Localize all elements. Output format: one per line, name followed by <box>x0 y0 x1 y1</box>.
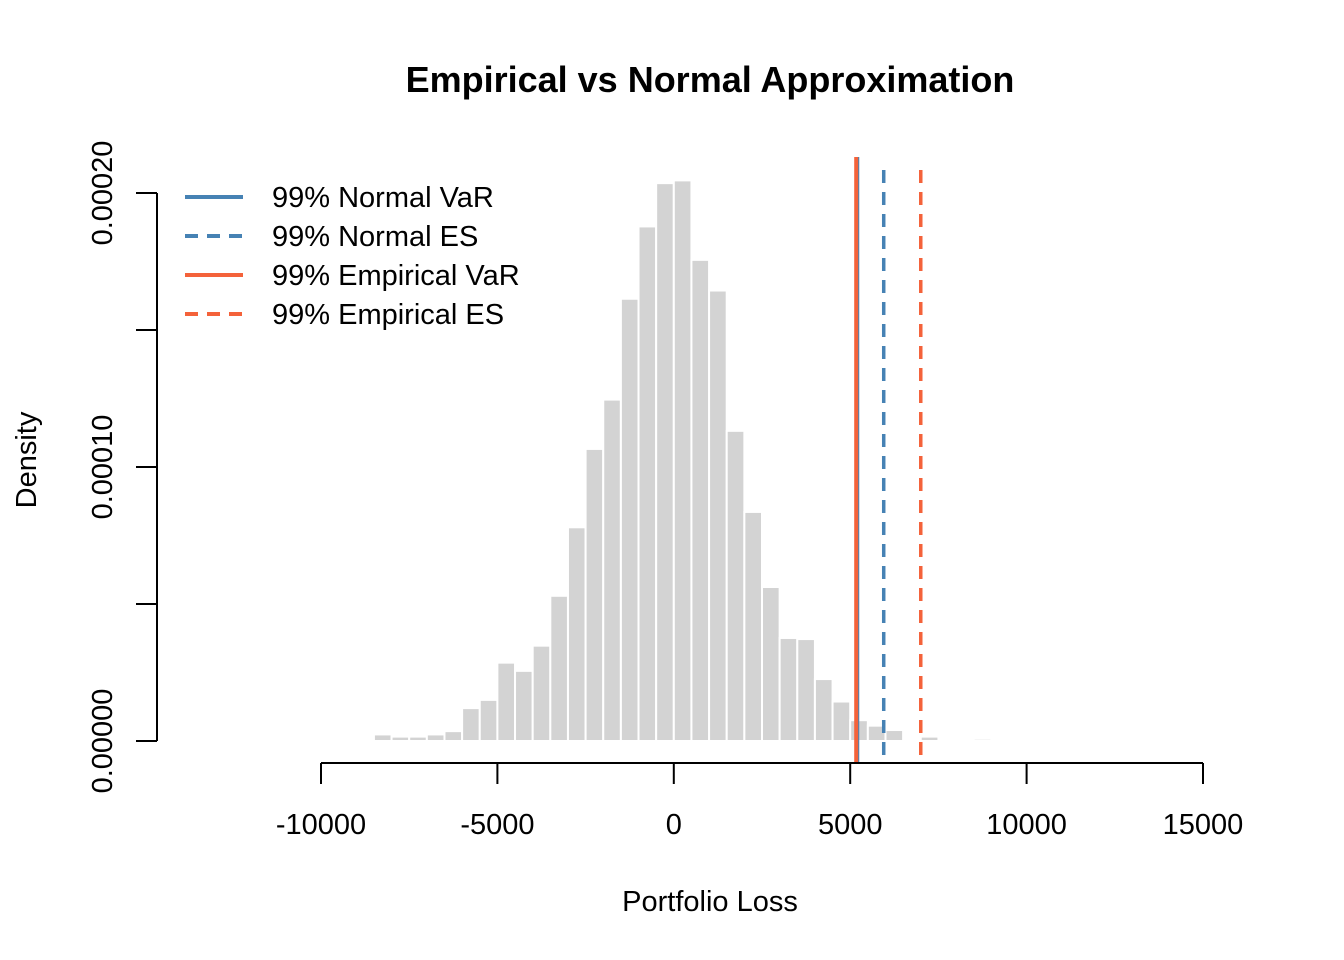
histogram-bar <box>339 739 357 741</box>
histogram-bar <box>709 291 727 741</box>
histogram-bar <box>444 731 462 741</box>
x-axis: -10000 -5000 0 5000 10000 15000 <box>276 763 1243 841</box>
chart-title: Empirical vs Normal Approximation <box>406 59 1015 100</box>
histogram-bar <box>550 596 568 741</box>
histogram-bar <box>762 587 780 741</box>
x-tick-label: 0 <box>666 809 682 841</box>
histogram-bar <box>603 400 621 741</box>
histogram-bar <box>727 431 745 741</box>
histogram-bar <box>815 679 833 741</box>
x-tick-label: 10000 <box>986 809 1067 841</box>
y-tick-label: 0.00020 <box>87 141 119 246</box>
histogram-bar <box>885 730 903 741</box>
legend: 99% Normal VaR 99% Normal ES 99% Empirical… <box>185 182 520 331</box>
x-tick-label: -10000 <box>276 809 366 841</box>
histogram-bar <box>621 299 639 741</box>
histogram-bar <box>533 646 551 741</box>
histogram-bar <box>780 638 798 741</box>
histogram-bar <box>374 734 392 741</box>
histogram-bar <box>427 734 445 741</box>
histogram-bar <box>586 449 604 741</box>
risk-lines <box>856 157 921 762</box>
legend-label: 99% Normal VaR <box>272 182 494 214</box>
histogram-bar <box>833 702 851 741</box>
x-tick-label: -5000 <box>460 809 534 841</box>
y-axis-label: Density <box>11 411 43 508</box>
histogram-bar <box>515 671 533 741</box>
histogram-bar <box>921 737 939 741</box>
legend-label: 99% Normal ES <box>272 221 478 253</box>
legend-label: 99% Empirical VaR <box>272 260 520 292</box>
histogram-bar <box>480 700 498 741</box>
histogram-bar <box>497 663 515 741</box>
chart-root: Empirical vs Normal Approximation -10000… <box>0 0 1344 960</box>
histogram-bar <box>691 260 709 741</box>
x-axis-label: Portfolio Loss <box>622 886 798 918</box>
histogram-bar <box>656 183 674 741</box>
legend-label: 99% Empirical ES <box>272 299 504 331</box>
y-axis: 0.00000 0.00010 0.00020 <box>87 141 157 794</box>
histogram-chart: Empirical vs Normal Approximation -10000… <box>0 0 1344 960</box>
y-tick-label: 0.00000 <box>87 689 119 794</box>
x-tick-label: 5000 <box>818 809 883 841</box>
histogram-bar <box>409 737 427 741</box>
histogram-bar <box>639 226 657 741</box>
x-tick-label: 15000 <box>1163 809 1244 841</box>
histogram-bar <box>974 739 992 741</box>
histogram-bar <box>568 527 586 741</box>
y-tick-label: 0.00010 <box>87 415 119 520</box>
histogram-bar <box>392 737 410 741</box>
histogram-bar <box>744 512 762 741</box>
histogram-bar <box>462 708 480 741</box>
histogram-bar <box>797 639 815 741</box>
histogram-bar <box>674 180 692 741</box>
